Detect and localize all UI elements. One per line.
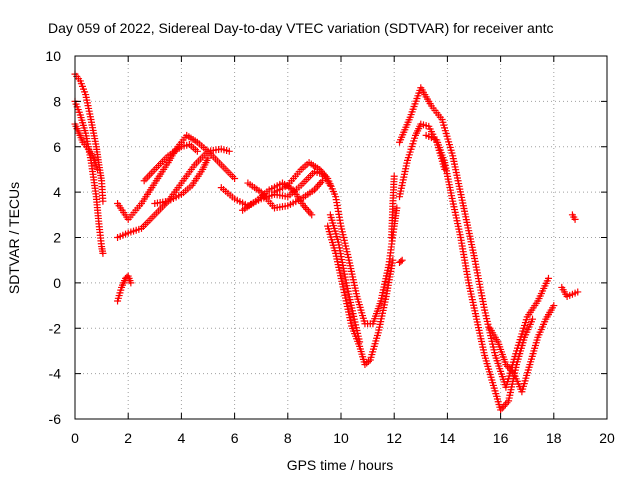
y-tick-label: 10 — [45, 48, 61, 64]
data-point-marker — [305, 207, 313, 215]
y-tick-label: 4 — [53, 184, 61, 200]
ticks-layer: 0 2 4 6 8 10 12 14 16 18 20 -6 -4 -2 0 2 4 6 8 10 — [45, 48, 615, 446]
points-layer — [71, 70, 582, 414]
series-track-n — [326, 211, 364, 346]
series-track-a — [71, 70, 107, 205]
x-tick-label: 4 — [178, 430, 186, 446]
series-track-t — [486, 302, 558, 396]
y-axis-label: SDTVAR / TECUs — [6, 182, 22, 294]
data-point-marker — [397, 257, 405, 265]
x-axis-label: GPS time / hours — [287, 457, 394, 473]
series-track-d — [114, 272, 135, 305]
data-point-marker — [574, 288, 582, 296]
data-point-marker — [225, 147, 233, 155]
data-point-marker — [306, 209, 314, 217]
data-point-marker — [312, 184, 320, 192]
data-point-marker — [571, 215, 579, 223]
data-point-marker — [308, 211, 316, 219]
data-point-marker — [231, 175, 239, 183]
data-point-marker — [529, 315, 537, 323]
series-track-f — [114, 145, 233, 241]
data-point-marker — [389, 256, 397, 264]
x-tick-label: 0 — [71, 430, 79, 446]
y-tick-label: -6 — [49, 411, 62, 427]
data-point-marker — [193, 147, 201, 155]
x-tick-label: 18 — [546, 430, 562, 446]
y-tick-label: -2 — [49, 320, 62, 336]
y-tick-label: -4 — [49, 366, 62, 382]
series-track-e — [114, 131, 239, 223]
data-point-marker — [127, 279, 135, 287]
y-tick-label: 2 — [53, 230, 61, 246]
x-tick-label: 10 — [333, 430, 349, 446]
series-track-h — [151, 154, 212, 207]
data-point-marker — [99, 197, 107, 205]
series-track-v — [568, 211, 579, 223]
y-tick-label: 0 — [53, 275, 61, 291]
data-point-marker — [318, 177, 326, 185]
series-track-o — [388, 172, 398, 241]
series-track-g — [140, 140, 201, 185]
data-point-marker — [393, 204, 401, 212]
x-tick-label: 8 — [284, 430, 292, 446]
series-track-r — [422, 131, 537, 414]
data-point-marker — [314, 182, 322, 190]
data-point-marker — [398, 256, 406, 264]
chart-title: Day 059 of 2022, Sidereal Day-to-day VTE… — [48, 20, 554, 36]
series-track-k — [244, 177, 326, 212]
series-track-l — [271, 159, 401, 328]
y-tick-label: 6 — [53, 139, 61, 155]
data-point-marker — [390, 172, 398, 180]
data-point-marker — [317, 179, 325, 187]
x-tick-label: 12 — [386, 430, 402, 446]
data-point-marker — [544, 274, 552, 282]
data-point-marker — [303, 205, 311, 213]
x-tick-label: 16 — [493, 430, 509, 446]
x-tick-label: 20 — [599, 430, 615, 446]
grid-layer — [75, 56, 607, 419]
data-point-marker — [550, 302, 558, 310]
labels-layer: Day 059 of 2022, Sidereal Day-to-day VTE… — [6, 20, 554, 473]
y-tick-label: 8 — [53, 93, 61, 109]
data-point-marker — [94, 165, 102, 173]
data-point-marker — [356, 338, 364, 346]
x-tick-label: 2 — [124, 430, 132, 446]
data-point-marker — [204, 154, 212, 162]
data-point-marker — [315, 180, 323, 188]
data-point-marker — [301, 204, 309, 212]
x-tick-label: 6 — [231, 430, 239, 446]
x-tick-label: 14 — [440, 430, 456, 446]
series-track-s — [396, 256, 406, 266]
series-track-u — [558, 283, 582, 300]
data-point-marker — [99, 249, 107, 257]
data-point-marker — [500, 402, 508, 410]
